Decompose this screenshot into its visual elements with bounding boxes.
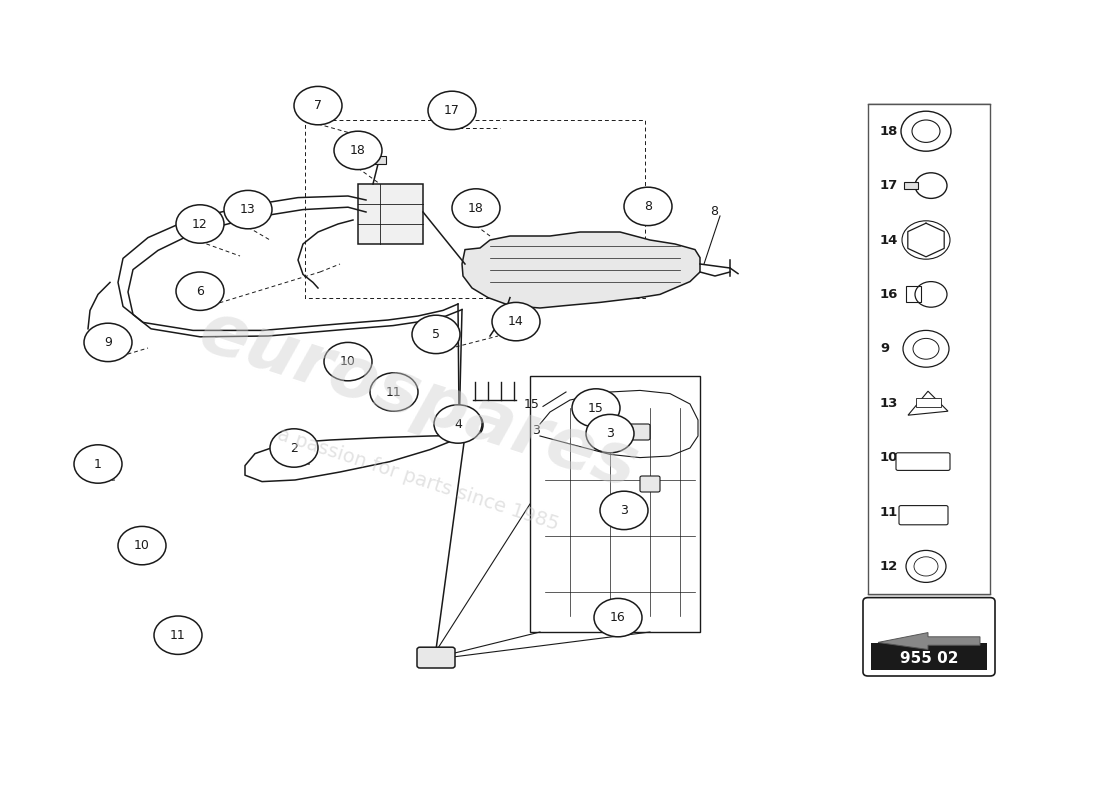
Text: 15: 15 [588,402,604,414]
Circle shape [428,91,476,130]
Circle shape [412,315,460,354]
Circle shape [224,190,272,229]
Text: 14: 14 [880,234,899,246]
FancyBboxPatch shape [896,453,950,470]
Text: 4: 4 [454,418,462,430]
Text: 14: 14 [508,315,524,328]
Text: 11: 11 [880,506,899,518]
Circle shape [600,491,648,530]
Text: 8: 8 [710,205,718,218]
Circle shape [176,205,224,243]
Circle shape [74,445,122,483]
Circle shape [594,598,642,637]
Bar [530,376,700,632]
Text: 18: 18 [880,125,899,138]
Text: 16: 16 [610,611,626,624]
FancyBboxPatch shape [417,647,455,668]
Text: 16: 16 [880,288,899,301]
Text: 3: 3 [606,427,614,440]
Circle shape [324,342,372,381]
Text: 7: 7 [314,99,322,112]
Ellipse shape [473,416,483,434]
Text: 3: 3 [620,504,628,517]
FancyBboxPatch shape [630,424,650,440]
Circle shape [452,189,500,227]
Circle shape [84,323,132,362]
Text: 11: 11 [170,629,186,642]
Bar [916,398,940,407]
Text: 9: 9 [880,342,889,355]
Text: 5: 5 [432,328,440,341]
Text: 18: 18 [350,144,366,157]
Polygon shape [462,232,700,308]
Text: 17: 17 [880,179,899,192]
Circle shape [270,429,318,467]
Text: 955 02: 955 02 [900,651,958,666]
Text: 12: 12 [880,560,899,573]
Bar [440,416,478,434]
Circle shape [586,414,634,453]
Circle shape [118,526,166,565]
Text: 11: 11 [386,386,402,398]
Text: eurospares: eurospares [190,297,646,503]
Circle shape [294,86,342,125]
Text: 10: 10 [880,451,899,464]
Circle shape [624,187,672,226]
Text: 2: 2 [290,442,298,454]
Text: 3: 3 [532,424,540,437]
Text: 1: 1 [95,458,102,470]
Text: 17: 17 [444,104,460,117]
Circle shape [334,131,382,170]
FancyBboxPatch shape [640,476,660,492]
Text: 10: 10 [340,355,356,368]
Polygon shape [878,633,980,650]
Text: 13: 13 [880,397,899,410]
Circle shape [492,302,540,341]
FancyBboxPatch shape [864,598,996,676]
Bar [368,156,386,164]
Text: 10: 10 [134,539,150,552]
Bar [868,104,990,594]
Circle shape [370,373,418,411]
Text: 8: 8 [644,200,652,213]
Bar [904,182,918,189]
FancyBboxPatch shape [899,506,948,525]
Text: 6: 6 [196,285,204,298]
Ellipse shape [434,416,446,434]
Text: a passion for parts since 1985: a passion for parts since 1985 [275,426,561,534]
Bar [871,643,987,670]
Bar [358,184,424,244]
Circle shape [572,389,620,427]
Text: 12: 12 [192,218,208,230]
Text: 9: 9 [104,336,112,349]
Text: 18: 18 [469,202,484,214]
Text: 15: 15 [524,398,540,411]
Circle shape [434,405,482,443]
Text: 13: 13 [240,203,256,216]
Circle shape [176,272,224,310]
Circle shape [154,616,202,654]
